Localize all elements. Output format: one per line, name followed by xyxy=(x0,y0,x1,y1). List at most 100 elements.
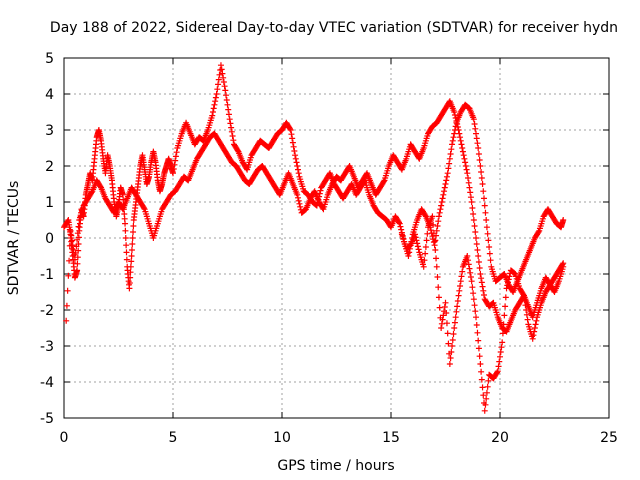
data-point xyxy=(427,227,434,234)
data-point xyxy=(524,316,531,323)
x-tick-label: 25 xyxy=(600,430,618,446)
data-point xyxy=(478,279,485,286)
data-point xyxy=(504,279,511,286)
data-point xyxy=(75,223,82,230)
data-point xyxy=(296,200,303,207)
data-point xyxy=(470,290,477,297)
data-point xyxy=(220,74,227,81)
data-point xyxy=(459,148,466,155)
y-tick-label: 0 xyxy=(45,231,54,247)
data-point xyxy=(559,261,566,268)
data-point xyxy=(215,81,222,88)
data-point xyxy=(216,71,223,78)
data-point xyxy=(223,92,230,99)
data-point xyxy=(297,203,304,210)
data-point xyxy=(520,291,527,298)
y-tick-label: 2 xyxy=(45,159,54,175)
data-point xyxy=(467,269,474,276)
data-point xyxy=(396,220,403,227)
data-point xyxy=(288,131,295,138)
data-point xyxy=(445,340,452,347)
data-point xyxy=(126,280,133,286)
data-point xyxy=(440,191,447,198)
data-point xyxy=(294,163,301,169)
data-point xyxy=(467,189,474,196)
data-point xyxy=(423,237,430,244)
data-point xyxy=(475,259,482,265)
data-point xyxy=(521,297,528,304)
data-point xyxy=(436,304,443,311)
data-point xyxy=(446,155,453,162)
data-point xyxy=(209,112,216,119)
tick-labels: 0 5 10 15 20 25 -5 -4 -3 -2 -1 0 1 2 3 4 5 xyxy=(40,51,618,446)
axis-ticks xyxy=(63,57,610,419)
data-point xyxy=(484,383,491,390)
data-point xyxy=(485,237,492,244)
data-point xyxy=(520,292,527,299)
data-point xyxy=(467,274,474,280)
data-point xyxy=(485,377,492,384)
data-point xyxy=(481,292,488,298)
data-point xyxy=(128,258,135,265)
data-point xyxy=(223,97,230,103)
data-point xyxy=(484,230,491,237)
data-point xyxy=(455,127,462,133)
data-point xyxy=(432,237,439,244)
data-point xyxy=(437,206,444,213)
data-point xyxy=(213,91,220,97)
data-point xyxy=(456,287,463,294)
data-point xyxy=(449,343,456,349)
data-point xyxy=(424,230,431,237)
data-point xyxy=(286,125,293,132)
data-point xyxy=(497,353,503,360)
data-point xyxy=(129,241,136,247)
data-point xyxy=(433,255,440,262)
data-point xyxy=(172,157,179,164)
data-point xyxy=(434,223,441,229)
data-point xyxy=(523,311,530,318)
data-point xyxy=(498,344,505,351)
data-point xyxy=(475,145,482,151)
data-point xyxy=(497,349,504,355)
data-point xyxy=(469,205,476,211)
data-point xyxy=(449,337,456,343)
data-point xyxy=(439,195,446,202)
data-point xyxy=(170,170,176,177)
data-point xyxy=(483,395,490,402)
data-point xyxy=(317,187,324,194)
data-point xyxy=(68,237,75,244)
data-point xyxy=(470,296,477,303)
data-point xyxy=(439,316,446,323)
data-point xyxy=(504,282,511,289)
data-point xyxy=(471,121,478,127)
data-point xyxy=(499,330,506,337)
data-point xyxy=(130,229,137,235)
data-point xyxy=(295,170,302,177)
data-point xyxy=(222,87,229,94)
data-point xyxy=(227,120,234,127)
data-point xyxy=(476,265,483,271)
y-axis-label: SDTVAR / TECUs xyxy=(6,181,22,296)
data-point xyxy=(123,249,130,256)
data-point xyxy=(483,224,490,231)
data-point xyxy=(560,217,567,223)
data-point xyxy=(226,116,233,123)
data-point xyxy=(397,223,404,230)
data-point xyxy=(470,217,477,223)
y-tick-label: -1 xyxy=(40,267,54,283)
x-tick-label: 0 xyxy=(60,430,69,446)
data-point xyxy=(496,358,503,365)
data-point xyxy=(472,229,479,235)
data-point xyxy=(219,70,226,77)
data-point xyxy=(455,292,462,299)
data-point xyxy=(289,135,296,142)
data-point xyxy=(126,285,133,292)
data-point xyxy=(481,407,488,414)
data-point xyxy=(438,320,445,327)
data-point xyxy=(502,303,509,310)
data-point xyxy=(467,194,474,201)
data-point xyxy=(438,202,445,209)
data-point xyxy=(293,159,300,166)
data-point xyxy=(443,310,450,316)
data-point xyxy=(449,137,456,144)
